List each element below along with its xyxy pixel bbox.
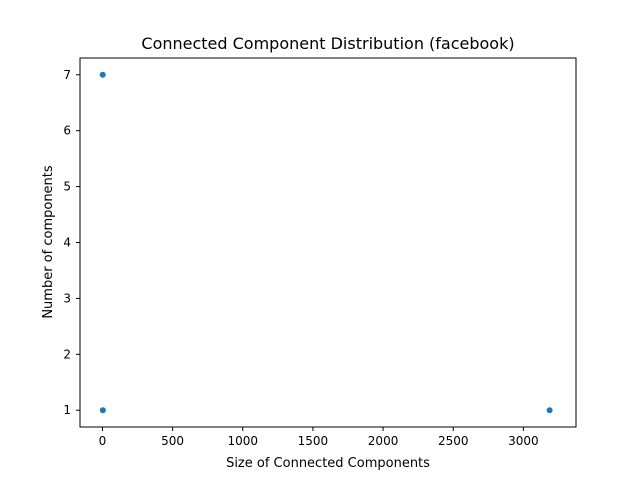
data-point <box>546 407 553 414</box>
y-tick-label: 3 <box>63 291 71 305</box>
data-point <box>99 407 106 414</box>
x-tick-label: 2500 <box>438 434 469 448</box>
y-axis-label: Number of components <box>41 165 56 319</box>
x-tick-label: 1500 <box>298 434 329 448</box>
y-tick-label: 7 <box>63 68 71 82</box>
chart-title: Connected Component Distribution (facebo… <box>141 34 514 53</box>
y-tick-label: 5 <box>63 180 71 194</box>
x-tick-label: 500 <box>161 434 184 448</box>
data-point <box>99 71 106 78</box>
x-tick-label: 2000 <box>368 434 399 448</box>
y-tick-label: 6 <box>63 124 71 138</box>
x-tick-label: 1000 <box>227 434 258 448</box>
y-tick-label: 4 <box>63 236 71 250</box>
y-tick-label: 2 <box>63 347 71 361</box>
x-tick-label: 0 <box>99 434 107 448</box>
x-tick-label: 3000 <box>508 434 539 448</box>
plot-area: 0 500 1000 1500 2000 2500 3000 1 2 3 4 5 6 7 <box>63 57 577 448</box>
x-axis-label: Size of Connected Components <box>226 456 430 471</box>
y-tick-label: 1 <box>63 403 71 417</box>
